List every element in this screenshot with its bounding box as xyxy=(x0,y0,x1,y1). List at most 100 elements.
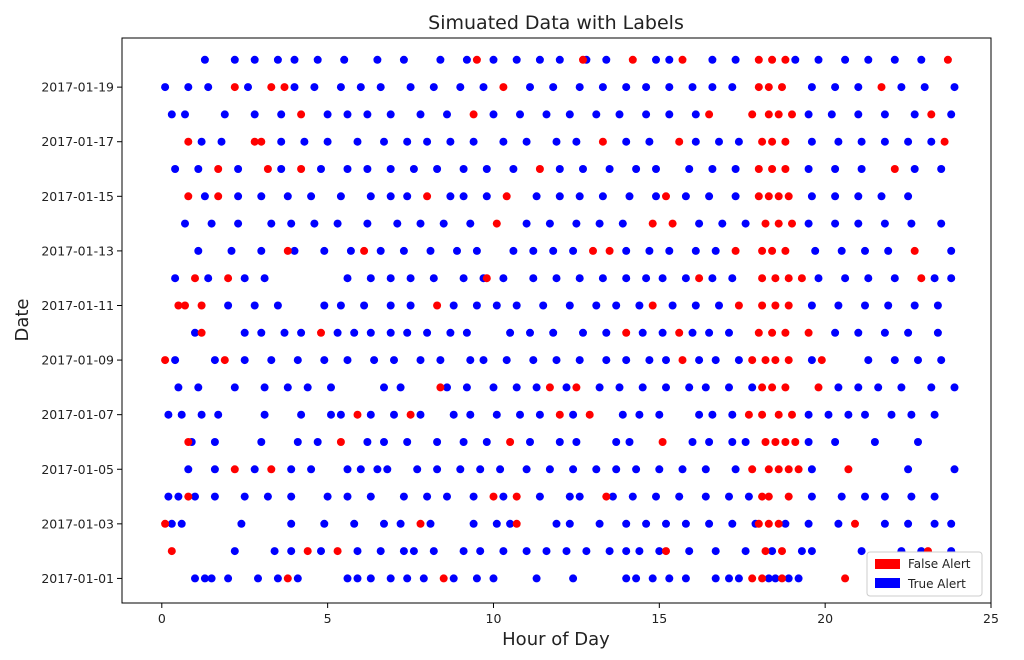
true-alert-point xyxy=(665,55,674,64)
false-alert-point xyxy=(758,301,767,310)
true-alert-point xyxy=(320,246,329,255)
true-alert-point xyxy=(877,192,886,201)
false-alert-point xyxy=(648,301,657,310)
true-alert-point xyxy=(526,83,534,92)
false-alert-point xyxy=(758,383,767,392)
true-alert-point xyxy=(267,356,276,365)
y-tick-label: 2017-01-07 xyxy=(41,407,114,422)
false-alert-point xyxy=(774,519,783,528)
true-alert-point xyxy=(781,519,790,528)
true-alert-point xyxy=(489,55,498,64)
true-alert-point xyxy=(854,328,863,337)
true-alert-point xyxy=(509,246,518,255)
true-alert-point xyxy=(257,328,266,337)
true-alert-point xyxy=(466,219,475,228)
true-alert-point xyxy=(181,219,189,228)
true-alert-point xyxy=(575,356,584,365)
true-alert-point xyxy=(499,274,508,283)
true-alert-point xyxy=(529,356,538,365)
true-alert-point xyxy=(681,519,690,528)
true-alert-point xyxy=(469,492,478,501)
true-alert-point xyxy=(685,383,694,392)
true-alert-point xyxy=(904,519,913,528)
false-alert-point xyxy=(283,246,292,255)
true-alert-point xyxy=(708,165,717,173)
false-alert-point xyxy=(191,274,199,283)
true-alert-point xyxy=(399,547,408,556)
false-alert-point xyxy=(506,438,515,446)
true-alert-point xyxy=(210,356,219,365)
true-alert-point xyxy=(688,438,697,446)
true-alert-point xyxy=(807,492,816,501)
true-alert-point xyxy=(705,192,714,201)
false-alert-point xyxy=(512,492,521,501)
true-alert-point xyxy=(771,574,780,583)
true-alert-point xyxy=(522,547,531,556)
true-alert-point xyxy=(419,574,428,583)
true-alert-point xyxy=(552,274,561,283)
x-axis: 0 5 10 15 20 25 xyxy=(158,603,999,626)
false-alert-point xyxy=(161,356,170,365)
true-alert-point xyxy=(516,410,524,419)
false-alert-point xyxy=(778,547,786,556)
false-alert-point xyxy=(943,55,952,64)
true-alert-point xyxy=(807,301,816,310)
true-alert-point xyxy=(230,55,239,64)
true-alert-point xyxy=(436,55,445,64)
true-alert-point xyxy=(171,274,180,283)
true-alert-point xyxy=(807,137,816,146)
false-alert-point xyxy=(184,137,193,146)
true-alert-point xyxy=(260,410,269,419)
true-alert-point xyxy=(555,192,564,201)
true-alert-point xyxy=(224,301,233,310)
false-alert-point xyxy=(230,465,239,474)
false-alert-point xyxy=(675,328,684,337)
true-alert-point xyxy=(642,274,651,283)
true-alert-point xyxy=(579,165,587,173)
true-alert-point xyxy=(250,110,259,119)
true-alert-point xyxy=(343,165,352,173)
true-alert-point xyxy=(933,328,942,337)
true-alert-point xyxy=(380,438,388,446)
true-alert-point xyxy=(446,328,455,337)
true-alert-point xyxy=(549,328,558,337)
true-alert-point xyxy=(575,192,584,201)
true-alert-point xyxy=(277,165,286,173)
true-alert-point xyxy=(622,137,631,146)
true-alert-point xyxy=(273,574,282,583)
false-alert-point xyxy=(781,438,790,446)
false-alert-point xyxy=(817,356,826,365)
true-alert-point xyxy=(429,547,438,556)
true-alert-point xyxy=(914,356,922,365)
false-alert-point xyxy=(764,110,773,119)
false-alert-point xyxy=(297,165,306,173)
y-tick-label: 2017-01-09 xyxy=(41,353,114,368)
true-alert-point xyxy=(884,301,893,310)
true-alert-point xyxy=(731,55,740,64)
true-alert-point xyxy=(343,574,352,583)
false-alert-point xyxy=(230,83,239,92)
true-alert-point xyxy=(625,192,634,201)
true-alert-point xyxy=(416,356,425,365)
false-alert-point xyxy=(648,219,657,228)
true-alert-point xyxy=(552,356,561,365)
true-alert-point xyxy=(244,83,252,92)
true-alert-point xyxy=(366,410,375,419)
true-alert-point xyxy=(366,328,375,337)
true-alert-point xyxy=(575,492,584,501)
true-alert-point xyxy=(864,274,873,283)
true-alert-point xyxy=(711,356,720,365)
true-alert-point xyxy=(327,383,335,392)
false-alert-point xyxy=(844,465,853,474)
true-alert-point xyxy=(194,383,203,392)
true-alert-point xyxy=(662,383,670,392)
true-alert-point xyxy=(297,410,306,419)
false-alert-point xyxy=(754,83,763,92)
true-alert-point xyxy=(343,110,352,119)
true-alert-point xyxy=(635,547,644,556)
false-alert-point xyxy=(360,246,369,255)
true-alert-point xyxy=(930,519,939,528)
true-alert-point xyxy=(353,574,362,583)
false-alert-point xyxy=(917,274,926,283)
true-alert-point xyxy=(668,301,677,310)
